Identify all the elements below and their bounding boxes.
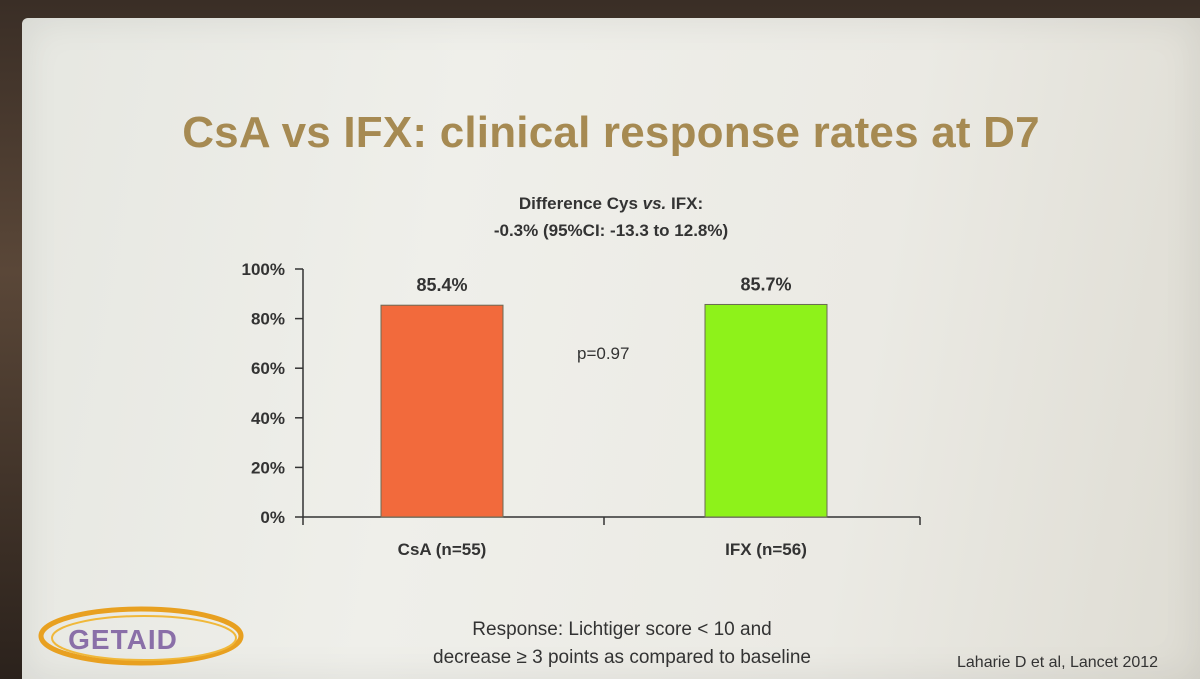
difference-line-2: -0.3% (95%CI: -13.3 to 12.8%) — [493, 221, 729, 240]
y-tick-label: 40% — [251, 409, 285, 428]
presentation-slide: CsA vs IFX: clinical response rates at D… — [22, 18, 1200, 679]
logo-swoosh-inner — [51, 615, 237, 661]
bar-1 — [704, 303, 828, 518]
y-tick-label: 20% — [251, 458, 285, 477]
footnote-line-1: Response: Lichtiger score < 10 and — [472, 619, 772, 640]
y-tick-label: 80% — [251, 310, 285, 329]
difference-vs: vs. — [642, 194, 667, 213]
p-value: p=0.97 — [577, 344, 630, 363]
difference-suffix: IFX: — [666, 194, 704, 213]
logo-text: GETAID — [68, 624, 178, 655]
slide-title: CsA vs IFX: clinical response rates at D… — [182, 108, 1040, 157]
y-tick-label: 100% — [242, 260, 285, 279]
difference-prefix: Difference Cys — [518, 194, 643, 213]
bar-0 — [380, 304, 504, 518]
footnote-line-2: decrease ≥ 3 points as compared to basel… — [433, 647, 811, 668]
y-tick-label: 0% — [260, 508, 285, 527]
logo-swoosh — [38, 606, 244, 666]
category-label-1: IFX (n=56) — [725, 540, 807, 559]
citation: Laharie D et al, Lancet 2012 — [957, 654, 1159, 671]
difference-line-1: Difference Cys vs. IFX: — [22, 190, 1200, 217]
category-label-0: CsA (n=55) — [398, 540, 487, 559]
data-label-1: 85.7% — [740, 274, 791, 294]
getaid-logo — [38, 606, 244, 666]
y-tick-label: 60% — [251, 359, 285, 378]
data-label-0: 85.4% — [416, 275, 467, 295]
difference-summary: Difference Cys vs. IFX: -0.3% (95%CI: -1… — [22, 190, 1200, 244]
bar-chart: 0% 20% 40% 60% 80% 100% 85.4% CsA (n=55) 85.7% IF… — [242, 260, 921, 559]
response-definition: Response: Lichtiger score < 10 and decre… — [392, 616, 852, 672]
